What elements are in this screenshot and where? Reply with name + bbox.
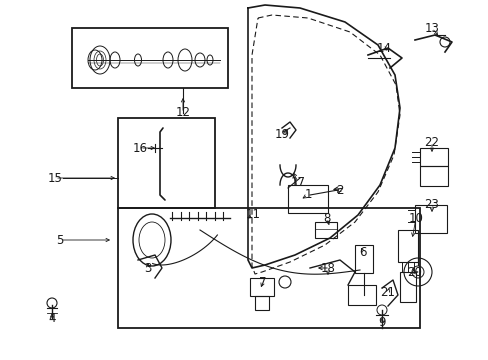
Text: 12: 12 <box>175 107 190 120</box>
Text: 19: 19 <box>274 129 289 141</box>
Text: 2: 2 <box>336 184 343 197</box>
Text: 7: 7 <box>259 275 266 288</box>
Text: 1: 1 <box>304 189 311 202</box>
Text: 20: 20 <box>407 266 422 279</box>
Bar <box>419 166 447 186</box>
Bar <box>118 118 215 208</box>
Text: 9: 9 <box>378 315 385 328</box>
Text: 14: 14 <box>376 41 391 54</box>
Bar <box>354 245 372 273</box>
Bar <box>347 285 375 305</box>
Text: 15: 15 <box>47 171 62 184</box>
Bar <box>314 222 336 238</box>
Text: 22: 22 <box>424 135 439 148</box>
Bar <box>254 296 268 310</box>
Text: 21: 21 <box>380 285 395 298</box>
Bar <box>397 230 417 262</box>
Text: 5: 5 <box>56 234 63 247</box>
Text: 17: 17 <box>290 175 305 189</box>
Text: 11: 11 <box>245 208 260 221</box>
Text: 3: 3 <box>144 261 151 274</box>
Text: 8: 8 <box>323 211 330 225</box>
Text: 18: 18 <box>320 261 335 274</box>
Bar <box>414 205 446 233</box>
Bar <box>419 148 447 166</box>
Text: 10: 10 <box>408 211 423 225</box>
Bar <box>249 278 273 296</box>
Bar <box>72 28 227 88</box>
Bar <box>399 272 415 302</box>
Bar <box>287 185 327 213</box>
Text: 23: 23 <box>424 198 439 211</box>
Text: 6: 6 <box>359 246 366 258</box>
Text: 16: 16 <box>132 141 147 154</box>
Text: 4: 4 <box>48 311 56 324</box>
Bar <box>118 208 419 328</box>
Text: 13: 13 <box>424 22 439 35</box>
